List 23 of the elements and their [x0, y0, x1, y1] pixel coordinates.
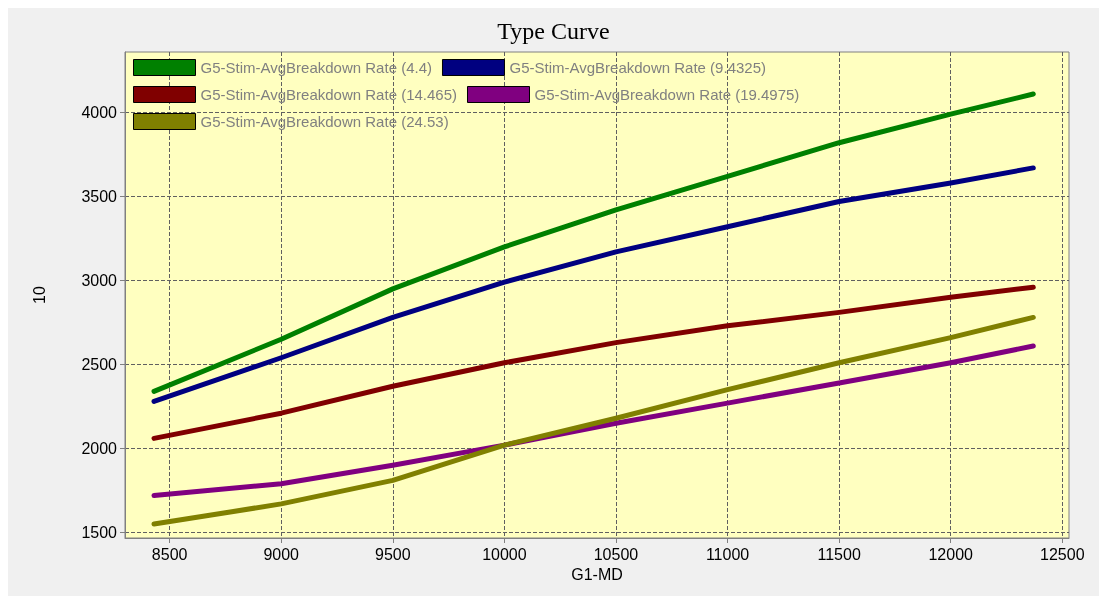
x-tick-label: 10500 — [593, 545, 639, 563]
legend-label: G5-Stim-AvgBreakdown Rate (24.53) — [200, 113, 449, 130]
x-tick-label: 10000 — [482, 545, 527, 563]
y-tick-label: 3000 — [81, 271, 118, 289]
x-tick-label: 11500 — [817, 545, 861, 563]
y-tick-label: 1500 — [81, 523, 118, 541]
x-tick-label: 12000 — [928, 545, 974, 563]
legend-label: G5-Stim-AvgBreakdown Rate (4.4) — [200, 59, 432, 76]
legend-label: G5-Stim-AvgBreakdown Rate (9.4325) — [509, 59, 766, 76]
chart-title: Type Curve — [497, 18, 610, 44]
x-axis-title: G1-MD — [571, 566, 623, 584]
y-tick-label: 4000 — [81, 103, 118, 121]
x-tick-label: 12500 — [1040, 545, 1085, 563]
x-tick-label: 9000 — [263, 545, 300, 563]
x-tick-label: 9500 — [375, 545, 411, 563]
y-tick-label: 3500 — [81, 187, 118, 205]
x-tick-label: 8500 — [151, 545, 188, 563]
y-tick-label: 2500 — [81, 355, 118, 373]
legend-label: G5-Stim-AvgBreakdown Rate (19.4975) — [534, 86, 800, 103]
y-tick-label: 2000 — [81, 439, 118, 457]
legend-label: G5-Stim-AvgBreakdown Rate (14.465) — [200, 86, 458, 103]
x-tick-label: 11000 — [705, 545, 750, 563]
y-axis-title: 10 — [30, 286, 48, 304]
